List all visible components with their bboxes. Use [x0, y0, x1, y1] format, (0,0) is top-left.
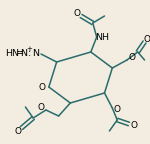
Text: O: O	[14, 126, 21, 136]
Text: O: O	[38, 104, 45, 112]
Text: =: =	[16, 48, 24, 58]
Text: NH: NH	[96, 34, 110, 42]
Text: HN: HN	[5, 49, 19, 57]
Text: N: N	[32, 49, 39, 57]
Text: O: O	[143, 35, 150, 43]
Text: O: O	[130, 122, 137, 130]
Text: N: N	[21, 49, 27, 57]
Text: O: O	[74, 10, 81, 18]
Text: O: O	[39, 83, 45, 91]
Text: O: O	[114, 106, 121, 114]
Text: :: :	[28, 48, 32, 58]
Text: +: +	[26, 46, 32, 52]
Text: O: O	[128, 53, 135, 61]
